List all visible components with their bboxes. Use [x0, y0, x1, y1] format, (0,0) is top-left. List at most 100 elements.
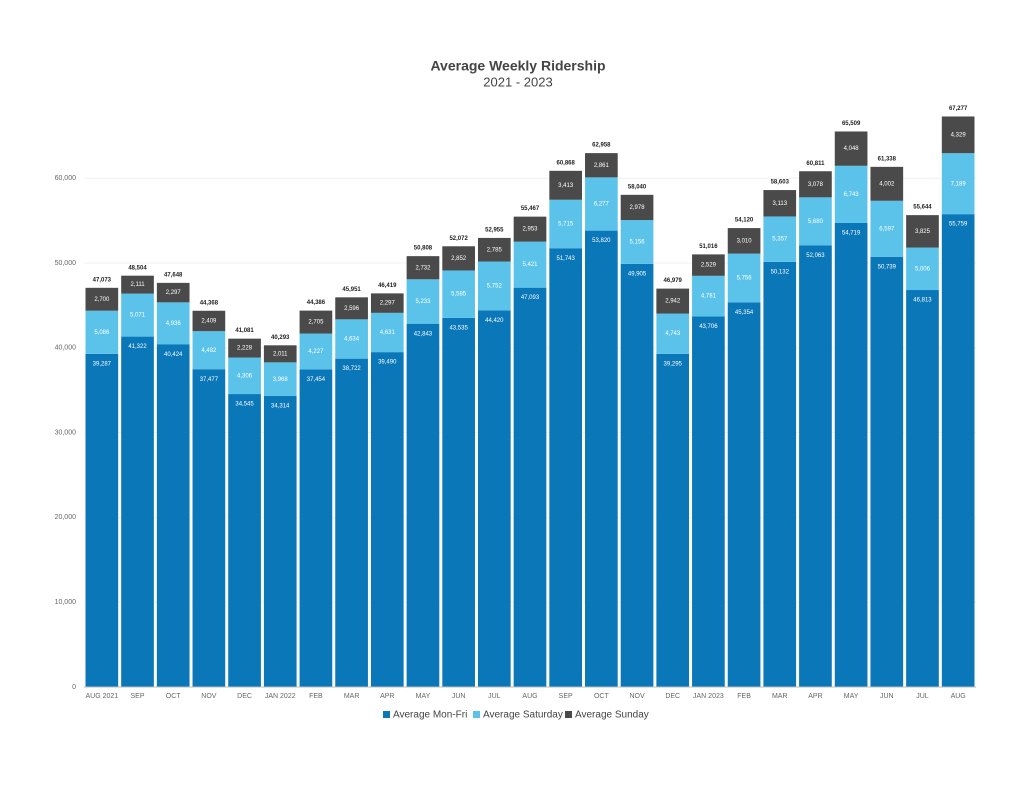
x-tick-label: JUL [916, 693, 929, 700]
bar-segment [299, 369, 333, 687]
data-label: 4,634 [344, 337, 360, 343]
data-label: 3,968 [273, 377, 289, 383]
x-tick-label: JAN 2023 [693, 693, 724, 700]
bar-segment [656, 353, 690, 687]
bar-segment [442, 270, 475, 318]
data-label: 53,820 [592, 238, 611, 244]
y-tick-label: 0 [72, 684, 76, 691]
data-label: 2,785 [487, 247, 503, 253]
bar-segment [941, 116, 975, 154]
bar-segment [228, 357, 261, 395]
bar-segment [192, 331, 226, 370]
data-label: 2,700 [94, 297, 110, 303]
bar-segment [299, 310, 333, 334]
bar-segment [549, 170, 583, 200]
x-tick-label: FEB [309, 693, 323, 700]
bar-segment [335, 358, 368, 687]
legend-swatch [565, 711, 572, 718]
data-label: 34,545 [235, 402, 254, 408]
data-label: 2,978 [630, 205, 646, 211]
data-label: 2,852 [451, 256, 467, 262]
data-label: 45,354 [735, 310, 754, 316]
data-label: 3,113 [772, 201, 787, 207]
total-label: 46,419 [378, 283, 397, 289]
bar-segment [335, 297, 368, 320]
y-tick-label: 10,000 [55, 599, 77, 606]
bar-segment [834, 165, 868, 223]
total-label: 44,386 [307, 300, 326, 306]
data-label: 42,843 [414, 331, 433, 337]
data-label: 2,861 [594, 163, 610, 169]
bar-segment [156, 302, 190, 345]
bar-segment [513, 216, 547, 242]
bar-segment [870, 166, 904, 201]
data-label: 47,093 [521, 295, 540, 301]
bar-segment [513, 287, 547, 687]
total-label: 50,808 [414, 246, 433, 252]
bar-segment [585, 177, 618, 231]
legend-text: Average Sunday [575, 710, 649, 721]
bar-segment [192, 310, 226, 332]
data-label: 2,705 [308, 320, 324, 326]
data-label: 6,743 [844, 192, 860, 198]
x-tick-label: MAY [416, 693, 431, 700]
bar-segment [156, 282, 190, 303]
data-label: 5,421 [522, 262, 538, 268]
x-tick-label: NOV [201, 693, 217, 700]
bar-segment [692, 275, 725, 317]
data-label: 2,596 [344, 306, 360, 312]
data-label: 2,953 [522, 227, 538, 233]
data-label: 2,297 [380, 301, 396, 307]
total-label: 55,644 [913, 205, 932, 211]
data-label: 43,706 [699, 324, 718, 330]
data-label: 41,322 [128, 344, 147, 350]
total-label: 46,979 [664, 278, 683, 284]
data-label: 55,759 [949, 222, 968, 228]
data-label: 2,228 [237, 346, 253, 352]
data-label: 43,535 [449, 325, 468, 331]
x-tick-label: DEC [665, 693, 680, 700]
data-label: 4,048 [844, 146, 860, 152]
bar-segment [406, 279, 440, 324]
total-label: 61,338 [878, 156, 897, 162]
data-label: 2,942 [665, 299, 681, 305]
legend-swatch [473, 711, 480, 718]
data-label: 39,295 [664, 361, 683, 367]
x-tick-label: JAN 2022 [265, 693, 296, 700]
x-tick-label: MAR [772, 693, 788, 700]
bar-segment [370, 352, 404, 687]
x-tick-label: JUN [880, 693, 894, 700]
data-label: 5,156 [630, 240, 646, 246]
data-label: 5,585 [451, 292, 467, 298]
bar-segment [121, 336, 154, 687]
bar-segment [121, 293, 154, 337]
x-tick-label: FEB [737, 693, 751, 700]
total-label: 60,811 [806, 161, 825, 167]
bar-segment [941, 153, 975, 215]
bar-segment [727, 302, 761, 687]
bar-segment [370, 312, 404, 353]
total-label: 40,293 [271, 335, 290, 341]
bar-segment [585, 153, 618, 178]
data-label: 5,756 [737, 276, 753, 282]
data-label: 4,936 [166, 321, 182, 327]
x-tick-label: JUL [488, 693, 501, 700]
bar-segment [370, 293, 404, 313]
total-label: 51,016 [699, 244, 718, 250]
total-label: 47,073 [93, 277, 112, 283]
total-label: 65,509 [842, 121, 861, 127]
data-label: 50,132 [771, 269, 790, 275]
total-label: 45,951 [342, 287, 361, 293]
bar-segment [727, 253, 761, 303]
total-label: 54,120 [735, 218, 754, 224]
data-label: 50,739 [878, 264, 897, 270]
x-tick-label: JUN [452, 693, 466, 700]
bar-segment [549, 199, 583, 249]
bar-segment [442, 317, 475, 687]
bar-segment [763, 261, 797, 687]
data-label: 4,002 [879, 181, 895, 187]
x-tick-label: OCT [166, 693, 182, 700]
bar-segment [263, 362, 297, 397]
data-label: 5,071 [130, 313, 146, 319]
data-label: 38,722 [342, 366, 361, 372]
